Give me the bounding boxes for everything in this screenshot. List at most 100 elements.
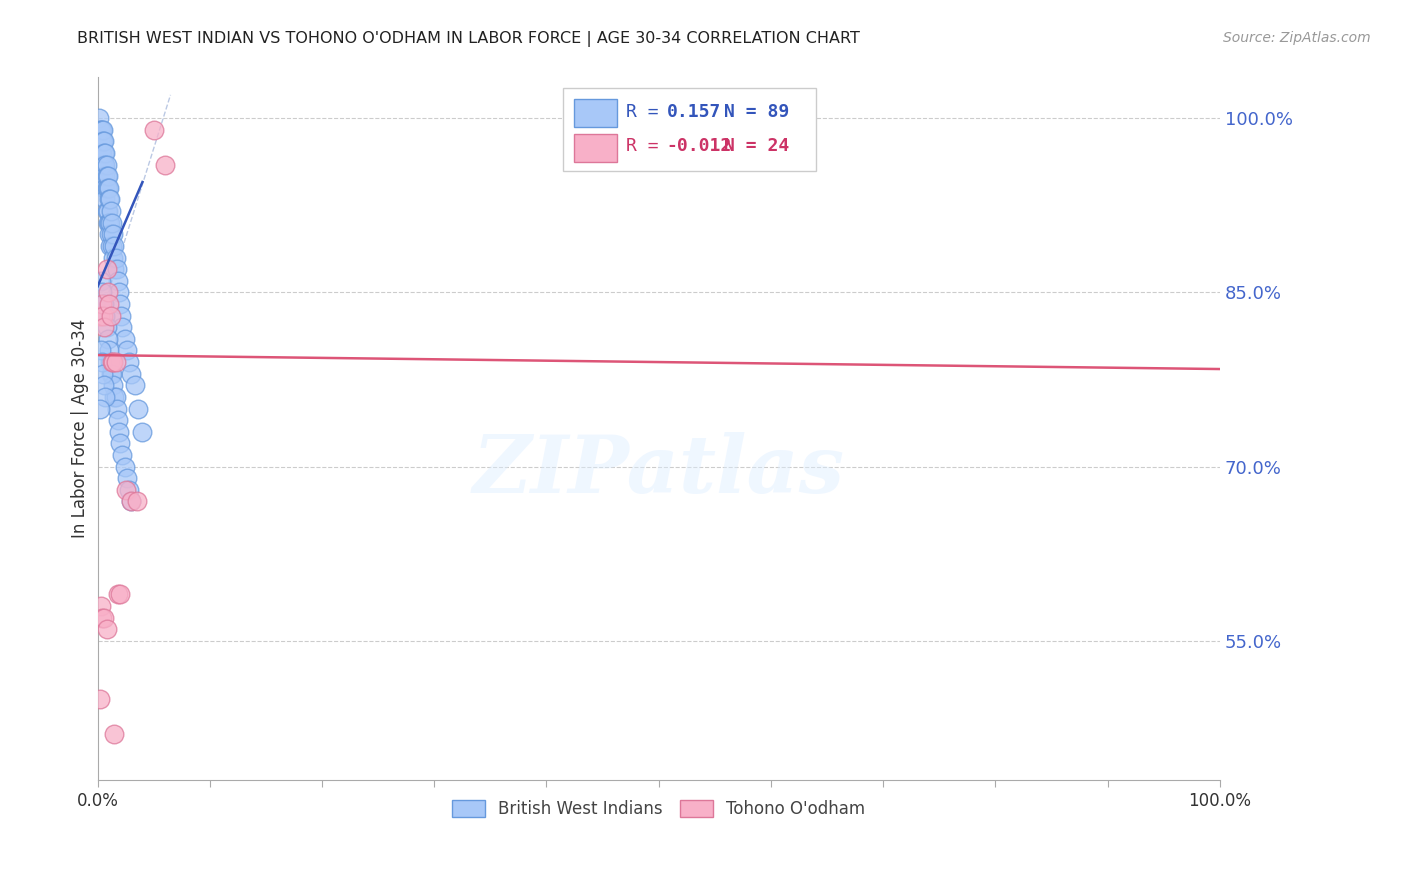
Point [125, 494, 148, 508]
Y-axis label: In Labor Force | Age 30-34: In Labor Force | Age 30-34 [72, 319, 89, 539]
Point [91, 297, 114, 311]
Point [89, 309, 111, 323]
Point [101, 216, 124, 230]
Text: N = 89: N = 89 [724, 103, 789, 121]
Point [91, 169, 114, 184]
Point [97, 227, 120, 242]
Point [97, 216, 120, 230]
Point [90, 145, 112, 160]
Point [91, 367, 114, 381]
Point [93, 378, 115, 392]
Point [97, 181, 120, 195]
Point [101, 367, 124, 381]
Point [91, 297, 114, 311]
Point [91, 610, 114, 624]
Point [93, 297, 115, 311]
Text: ZIPatlas: ZIPatlas [472, 433, 845, 510]
Point [97, 216, 120, 230]
Point [104, 251, 127, 265]
Point [104, 355, 127, 369]
Point [100, 367, 122, 381]
Point [87, 111, 110, 125]
Point [93, 320, 115, 334]
Point [98, 355, 121, 369]
FancyBboxPatch shape [564, 88, 815, 171]
Point [115, 471, 138, 485]
Point [96, 622, 118, 636]
Point [90, 122, 112, 136]
Point [127, 401, 149, 416]
Point [142, 122, 165, 136]
Point [89, 401, 111, 416]
Point [118, 355, 141, 369]
Point [103, 239, 125, 253]
Point [110, 309, 132, 323]
Point [94, 309, 117, 323]
Point [91, 157, 114, 171]
Point [107, 274, 129, 288]
Point [105, 262, 128, 277]
Point [91, 134, 114, 148]
Text: -0.012: -0.012 [666, 136, 731, 154]
Point [103, 355, 125, 369]
Point [107, 587, 129, 601]
Point [108, 436, 131, 450]
Point [104, 390, 127, 404]
Point [114, 459, 136, 474]
Point [97, 332, 120, 346]
FancyBboxPatch shape [575, 98, 617, 127]
Point [94, 157, 117, 171]
Text: R =: R = [626, 136, 669, 154]
Point [97, 343, 120, 358]
Point [91, 122, 114, 136]
Point [97, 193, 120, 207]
Point [103, 251, 125, 265]
Text: N = 24: N = 24 [724, 136, 789, 154]
Point [93, 610, 115, 624]
Point [97, 169, 120, 184]
Point [94, 145, 117, 160]
Point [120, 494, 142, 508]
Point [91, 309, 114, 323]
Point [93, 134, 115, 148]
Point [103, 227, 125, 242]
Point [96, 157, 118, 171]
Legend: British West Indians, Tohono O'odham: British West Indians, Tohono O'odham [446, 793, 872, 825]
Text: Source: ZipAtlas.com: Source: ZipAtlas.com [1223, 31, 1371, 45]
Point [91, 355, 114, 369]
Text: BRITISH WEST INDIAN VS TOHONO O'ODHAM IN LABOR FORCE | AGE 30-34 CORRELATION CHA: BRITISH WEST INDIAN VS TOHONO O'ODHAM IN… [77, 31, 860, 47]
Point [120, 494, 142, 508]
Point [96, 320, 118, 334]
Point [94, 169, 117, 184]
Point [98, 193, 121, 207]
Point [97, 181, 120, 195]
Point [101, 239, 124, 253]
Point [93, 157, 115, 171]
Point [114, 332, 136, 346]
Point [97, 285, 120, 300]
Point [107, 413, 129, 427]
Text: 0.157: 0.157 [666, 103, 721, 121]
Point [91, 285, 114, 300]
Point [103, 262, 125, 277]
Point [100, 204, 122, 219]
Point [89, 122, 111, 136]
Point [103, 727, 125, 741]
Point [118, 483, 141, 497]
Point [101, 355, 124, 369]
Point [105, 401, 128, 416]
Point [98, 239, 121, 253]
Point [103, 378, 125, 392]
Point [91, 122, 114, 136]
Point [108, 425, 131, 439]
Point [96, 262, 118, 277]
Point [90, 274, 112, 288]
Point [89, 134, 111, 148]
Point [90, 134, 112, 148]
Point [100, 227, 122, 242]
Point [100, 309, 122, 323]
Point [108, 297, 131, 311]
Point [98, 216, 121, 230]
Point [93, 145, 115, 160]
Point [97, 204, 120, 219]
